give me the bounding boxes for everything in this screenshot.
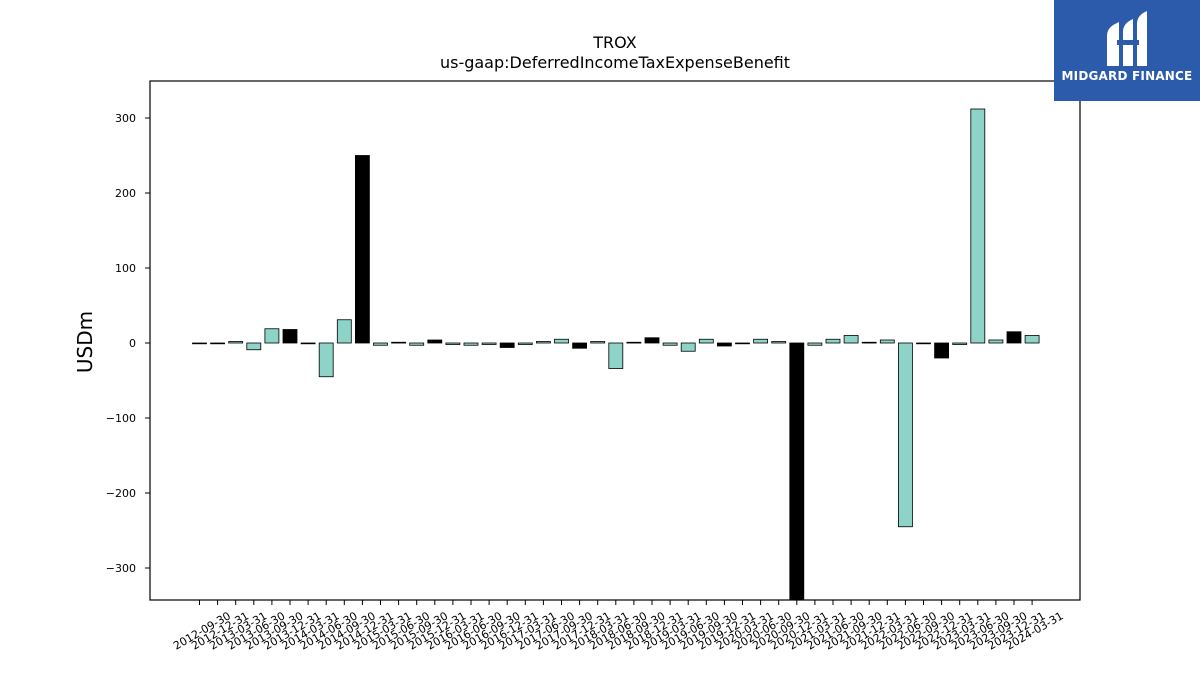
- bar-2022-03-31: [879, 339, 895, 344]
- bar-2013-12-31: [282, 329, 298, 344]
- bar-2012-09-30: [192, 342, 207, 345]
- bar-2017-03-31: [517, 342, 533, 345]
- bar-2021-06-30: [825, 338, 841, 344]
- y-tick-label: 100: [115, 262, 136, 275]
- bar-2019-03-31: [662, 342, 678, 346]
- plot-frame: [149, 80, 1081, 601]
- chart-title: TROX: [592, 33, 636, 52]
- bar-2023-06-30: [970, 108, 986, 344]
- bar-2012-12-31: [210, 342, 226, 345]
- y-tick-label: 0: [129, 337, 136, 350]
- bar-2013-06-30: [246, 342, 262, 351]
- bar-2020-06-30: [753, 338, 768, 344]
- bar-2021-03-31: [807, 342, 823, 346]
- bar-2020-03-31: [735, 342, 750, 345]
- bar-2019-12-31: [717, 342, 732, 347]
- bar-2017-09-30: [554, 338, 569, 344]
- midgard-logo-icon: [1107, 11, 1147, 66]
- y-axis-ticks: 300 200 100 0 −100 −200 −300: [106, 112, 150, 575]
- bar-2022-06-30: [898, 342, 913, 528]
- bar-2021-12-31: [861, 341, 877, 344]
- y-tick-label: 200: [115, 187, 136, 200]
- y-tick-label: −300: [106, 562, 136, 575]
- bar-2019-09-30: [698, 338, 714, 344]
- brand-logo: MIDGARD FINANCE: [1054, 0, 1200, 101]
- brand-logo-text: MIDGARD FINANCE: [1061, 69, 1193, 83]
- bar-2021-09-30: [843, 335, 859, 344]
- bar-2013-09-30: [264, 328, 280, 344]
- bar-2019-06-30: [680, 342, 696, 352]
- bar-2023-03-31: [952, 342, 968, 345]
- bar-2023-12-31: [1006, 331, 1022, 344]
- bar-2016-09-30: [481, 342, 497, 345]
- bar-2015-09-30: [409, 342, 425, 346]
- bar-2020-12-31: [789, 342, 805, 601]
- bar-2013-03-31: [228, 341, 244, 344]
- bars: [192, 108, 1040, 601]
- bar-2014-09-30: [336, 319, 352, 344]
- bar-2014-12-31: [354, 155, 370, 344]
- x-axis-ticks: 2012-09-302012-12-312013-03-312013-06-30…: [171, 600, 1066, 653]
- bar-2018-06-30: [608, 342, 624, 369]
- bar-2022-12-31: [934, 342, 949, 359]
- bar-2023-09-30: [988, 339, 1004, 344]
- bar-2017-06-30: [536, 341, 551, 344]
- y-tick-label: −200: [106, 487, 136, 500]
- y-tick-label: −100: [106, 412, 136, 425]
- bar-2017-12-31: [572, 342, 587, 349]
- y-tick-label: 300: [115, 112, 136, 125]
- bar-2016-06-30: [463, 342, 479, 346]
- bar-2015-06-30: [391, 341, 407, 344]
- bar-2016-12-31: [499, 342, 515, 348]
- y-axis-label: USDm: [73, 311, 97, 373]
- bar-2020-09-30: [771, 341, 787, 344]
- bar-2018-12-31: [644, 337, 660, 344]
- bar-2022-09-30: [916, 342, 931, 345]
- bar-2015-03-31: [373, 342, 388, 346]
- bar-2018-09-30: [626, 341, 642, 344]
- bar-2014-03-31: [300, 342, 316, 345]
- bar-2018-03-31: [590, 341, 606, 344]
- bar-2024-03-31: [1024, 335, 1040, 344]
- bar-2015-12-31: [427, 339, 443, 344]
- bar-2014-06-30: [318, 342, 334, 378]
- bar-2016-03-31: [445, 342, 461, 345]
- chart-subtitle: us-gaap:DeferredIncomeTaxExpenseBenefit: [440, 53, 790, 72]
